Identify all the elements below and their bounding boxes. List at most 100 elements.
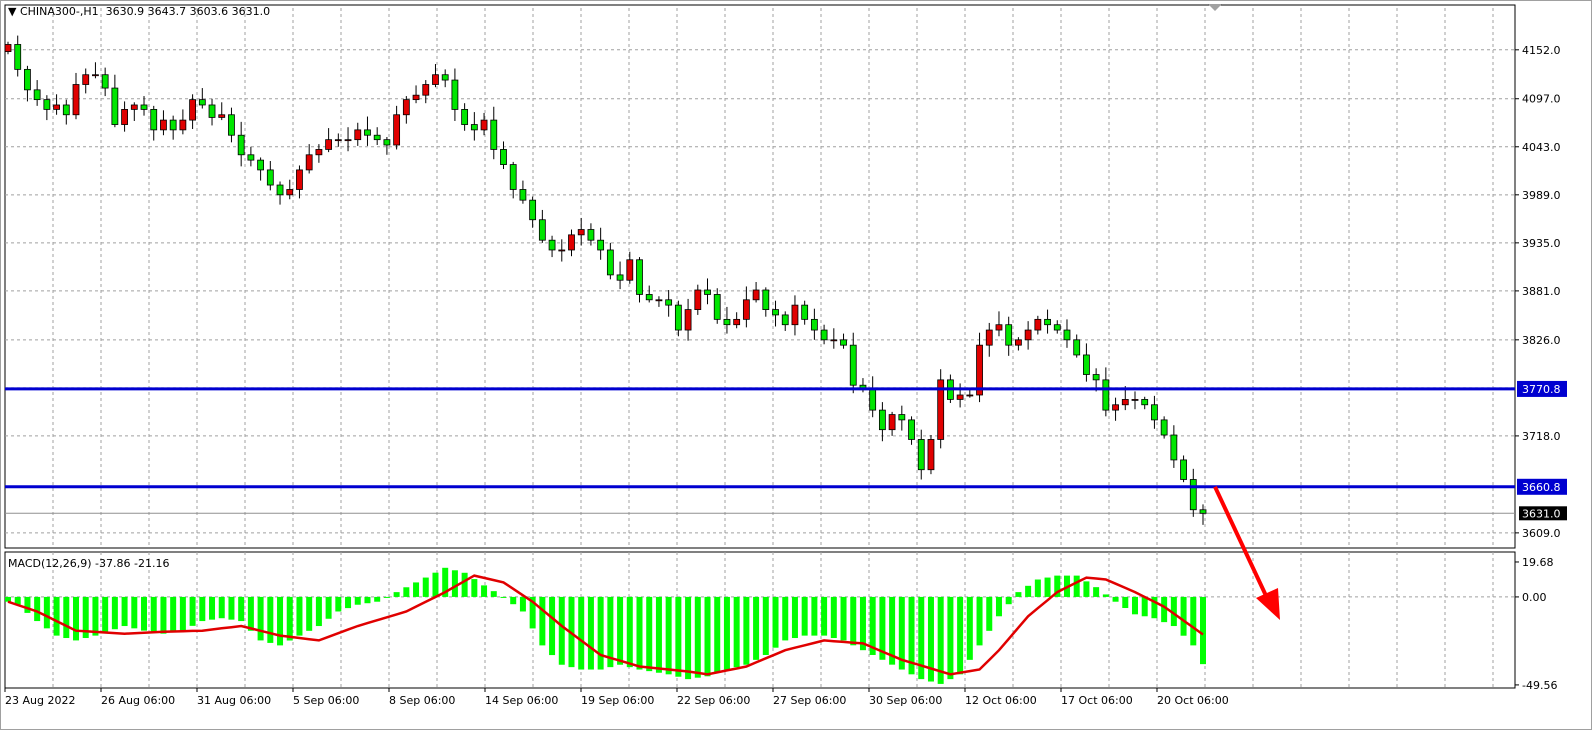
macd-histogram-bar bbox=[626, 596, 633, 668]
macd-histogram-bar bbox=[160, 596, 167, 634]
candle-bullish bbox=[189, 99, 196, 121]
macd-histogram-bar bbox=[1122, 596, 1129, 609]
macd-histogram-bar bbox=[869, 596, 876, 655]
macd-histogram-bar bbox=[209, 596, 216, 620]
candle-bearish bbox=[606, 249, 614, 276]
candle-bullish bbox=[480, 119, 488, 131]
macd-histogram-bar bbox=[510, 596, 517, 605]
candle-bullish bbox=[752, 289, 760, 301]
macd-histogram-bar bbox=[179, 596, 186, 631]
candle-bearish bbox=[451, 79, 459, 110]
macd-histogram-bar bbox=[170, 596, 177, 633]
candle-bearish bbox=[908, 419, 915, 440]
candle-bearish bbox=[198, 99, 206, 106]
candle-bearish bbox=[820, 329, 828, 341]
candle-bearish bbox=[461, 109, 469, 125]
candle-bearish bbox=[1160, 419, 1168, 436]
macd-histogram-bar bbox=[413, 582, 420, 597]
time-tick-label: 27 Sep 06:00 bbox=[773, 694, 846, 707]
macd-histogram-bar bbox=[762, 596, 769, 655]
candle-bullish bbox=[432, 74, 439, 85]
macd-histogram-bar bbox=[471, 579, 478, 597]
macd-histogram-bar bbox=[14, 596, 21, 605]
macd-histogram-bar bbox=[607, 596, 614, 668]
macd-histogram-bar bbox=[753, 596, 760, 660]
macd-histogram-bar bbox=[218, 596, 225, 619]
macd-histogram-bar bbox=[1190, 596, 1197, 646]
macd-histogram-bar bbox=[918, 596, 925, 680]
macd-histogram-bar bbox=[345, 596, 352, 609]
candle-bullish bbox=[733, 318, 741, 326]
candle-bearish bbox=[665, 299, 673, 306]
candle-bearish bbox=[529, 199, 537, 221]
open-value: 3630.9 bbox=[105, 5, 145, 18]
candle-bearish bbox=[1053, 324, 1061, 331]
macd-histogram-bar bbox=[1015, 592, 1022, 597]
macd-signal-line bbox=[7, 574, 1204, 676]
price-tick-label: 3609.0 bbox=[1522, 527, 1561, 540]
macd-histogram-bar bbox=[772, 596, 779, 648]
macd-histogram-bar bbox=[1044, 577, 1051, 597]
macd-histogram-bar bbox=[238, 596, 245, 622]
symbol-header: ▼ CHINA300-,H1 3630.9 3643.7 3603.6 3631… bbox=[8, 5, 270, 18]
candle-bearish bbox=[898, 414, 906, 421]
macd-histogram-bar bbox=[811, 596, 818, 636]
macd-histogram-bar bbox=[1034, 579, 1041, 597]
macd-histogram-bar bbox=[665, 596, 672, 675]
time-tick-label: 22 Sep 06:00 bbox=[677, 694, 750, 707]
macd-histogram-bar bbox=[1093, 587, 1100, 597]
macd-histogram-bar bbox=[1054, 575, 1061, 597]
macd-histogram-bar bbox=[277, 596, 284, 646]
close-value: 3631.0 bbox=[231, 5, 271, 18]
candle-bearish bbox=[62, 104, 70, 116]
macd-label: MACD(12,26,9) bbox=[8, 557, 92, 570]
macd-histogram-bar bbox=[1102, 594, 1109, 597]
candle-bullish bbox=[1015, 339, 1022, 346]
candle-bearish bbox=[14, 44, 22, 70]
level-price-tag bbox=[1517, 380, 1567, 397]
candle-bullish bbox=[1034, 318, 1042, 331]
candle-bullish bbox=[937, 379, 945, 440]
candle-bullish bbox=[334, 139, 342, 142]
macd-histogram-bar bbox=[53, 596, 60, 636]
macd-tick-label: 0.00 bbox=[1522, 591, 1547, 604]
macd-histogram-bar bbox=[947, 596, 954, 680]
price-tick-label: 3989.0 bbox=[1522, 189, 1561, 202]
price-tick-label: 3935.0 bbox=[1522, 237, 1561, 250]
macd-histogram-bar bbox=[937, 596, 944, 684]
candle-bearish bbox=[33, 89, 41, 101]
macd-histogram-bar bbox=[228, 596, 235, 620]
macd-histogram-bar bbox=[111, 596, 118, 630]
macd-histogram-bar bbox=[422, 577, 429, 597]
candle-bullish bbox=[742, 299, 750, 320]
candle-bearish bbox=[237, 134, 245, 156]
macd-histogram-bar bbox=[199, 596, 206, 622]
candle-bearish bbox=[810, 318, 818, 331]
macd-pane bbox=[4, 551, 1516, 689]
macd-histogram-bar bbox=[393, 592, 400, 597]
candle-bearish bbox=[1189, 479, 1197, 511]
macd-histogram-bar bbox=[257, 596, 264, 641]
time-tick-label: 12 Oct 06:00 bbox=[965, 694, 1037, 707]
candle-bullish bbox=[830, 339, 838, 342]
time-tick-label: 19 Sep 06:00 bbox=[581, 694, 654, 707]
candle-bullish bbox=[976, 344, 983, 396]
time-tick-label: 14 Sep 06:00 bbox=[485, 694, 558, 707]
candle-bullish bbox=[92, 74, 99, 77]
candle-bearish bbox=[1102, 379, 1110, 411]
candle-bearish bbox=[276, 184, 284, 196]
macd-histogram-bar bbox=[743, 596, 750, 665]
candle-bullish bbox=[344, 139, 352, 142]
dropdown-triangle-icon[interactable]: ▼ bbox=[8, 5, 20, 18]
candle-bearish bbox=[169, 119, 177, 131]
candle-bullish bbox=[179, 119, 187, 131]
macd-histogram-bar bbox=[481, 585, 488, 597]
macd-histogram-bar bbox=[723, 596, 730, 670]
candle-bearish bbox=[538, 219, 546, 241]
macd-histogram-bar bbox=[1073, 575, 1080, 597]
candle-bearish bbox=[509, 164, 517, 190]
macd-histogram-bar bbox=[247, 596, 254, 631]
current-price-label: 3631.0 bbox=[1522, 507, 1561, 520]
macd-histogram-bar bbox=[1180, 596, 1187, 636]
